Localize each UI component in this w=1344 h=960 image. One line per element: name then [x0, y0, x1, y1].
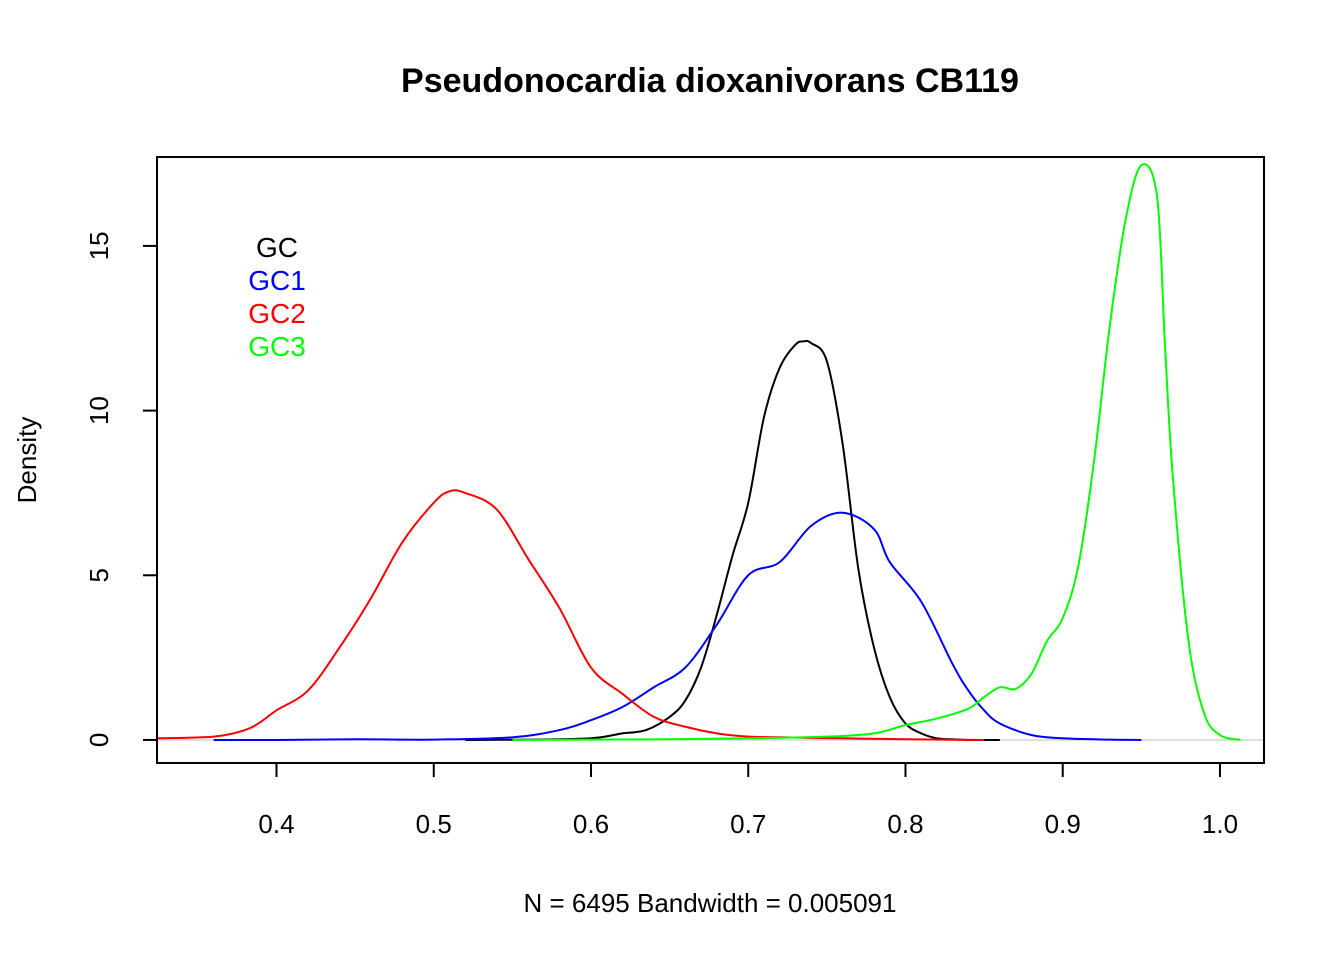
legend-entry-gc2: GC2 — [248, 298, 306, 329]
series-line-gc1 — [213, 511, 1142, 741]
series-line-gc3 — [512, 163, 1241, 741]
legend-entry-gc1: GC1 — [248, 265, 306, 296]
y-tick-label: 15 — [84, 231, 114, 260]
x-tick-label: 0.7 — [730, 809, 766, 839]
x-tick-label: 0.5 — [416, 809, 452, 839]
x-axis-label: N = 6495 Bandwidth = 0.005091 — [524, 888, 897, 918]
legend-entry-gc: GC — [256, 232, 298, 263]
legend-entry-gc3: GC3 — [248, 331, 306, 362]
x-tick-label: 1.0 — [1202, 809, 1238, 839]
x-tick-label: 0.4 — [258, 809, 294, 839]
chart-title: Pseudonocardia dioxanivorans CB119 — [401, 62, 1019, 100]
series-line-gc — [465, 339, 1000, 741]
y-axis-label: Density — [12, 417, 42, 504]
x-tick-label: 0.6 — [573, 809, 609, 839]
x-tick-label: 0.8 — [887, 809, 923, 839]
x-axis: 0.4 0.5 0.6 0.7 0.8 0.9 1.0 — [258, 762, 1238, 839]
y-tick-label: 0 — [84, 733, 114, 747]
y-axis: 0 5 10 15 — [84, 231, 158, 747]
y-tick-label: 5 — [84, 568, 114, 582]
plot-area — [156, 163, 1264, 741]
y-tick-label: 10 — [84, 396, 114, 425]
x-tick-label: 0.9 — [1045, 809, 1081, 839]
series-line-gc2 — [156, 489, 985, 741]
